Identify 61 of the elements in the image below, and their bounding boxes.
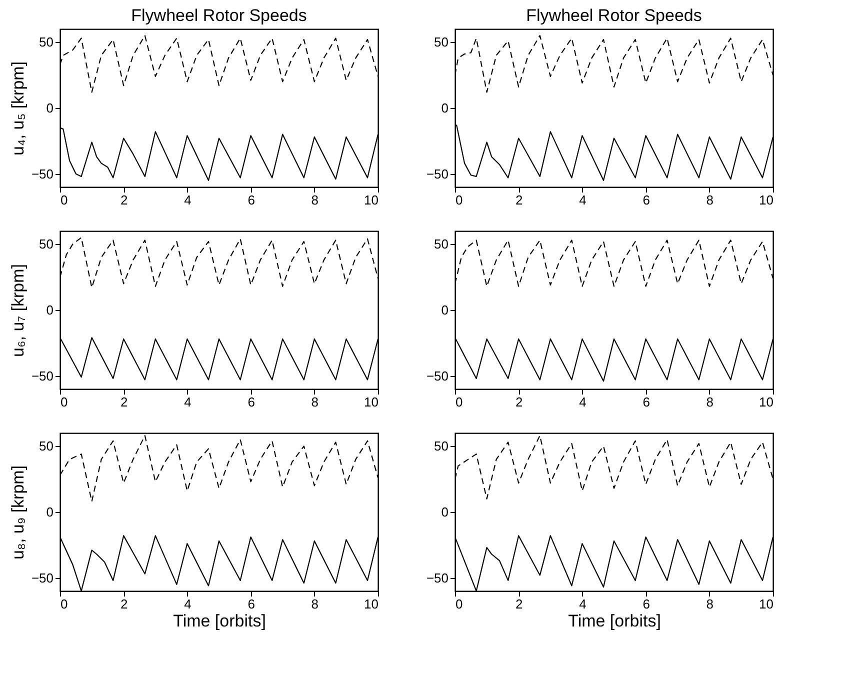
x-tick-label: 8 — [311, 394, 319, 410]
x-tick-label: 0 — [60, 192, 68, 208]
x-tick-label: 10 — [364, 394, 378, 410]
y-tick-label: 0 — [46, 504, 54, 520]
x-tick-label: 6 — [248, 394, 255, 410]
x-tick-label: 8 — [706, 394, 714, 410]
x-axis-title: Time [orbits] — [173, 612, 266, 630]
x-tick-label: 8 — [311, 596, 319, 612]
y-tick-label: −50 — [31, 166, 54, 182]
x-tick-label: 8 — [706, 192, 714, 208]
x-tick-label: 4 — [184, 596, 192, 612]
y-tick-label: 50 — [434, 34, 448, 50]
y-tick-label: −50 — [426, 570, 448, 586]
x-tick-label: 2 — [120, 192, 128, 208]
x-tick-label: 6 — [248, 192, 255, 208]
x-tick-label: 6 — [642, 596, 650, 612]
x-tick-label: 10 — [759, 192, 774, 208]
x-tick-label: 0 — [456, 394, 463, 410]
y-axis-title: u₈, u₉ [krpm] — [8, 465, 28, 560]
y-tick-label: −50 — [31, 570, 54, 586]
y-tick-label: 50 — [434, 236, 448, 252]
x-tick-label: 0 — [456, 192, 463, 208]
y-tick-label: −50 — [426, 166, 448, 182]
x-tick-label: 2 — [120, 596, 128, 612]
y-tick-label: −50 — [426, 368, 448, 384]
x-tick-label: 6 — [642, 394, 650, 410]
y-tick-label: 0 — [46, 302, 54, 318]
x-tick-label: 10 — [364, 192, 378, 208]
y-axis-title: u₆, u₇ [krpm] — [8, 264, 28, 358]
x-tick-label: 2 — [120, 394, 128, 410]
x-tick-label: 4 — [579, 394, 586, 410]
y-tick-label: 50 — [39, 236, 54, 252]
x-tick-label: 2 — [515, 394, 523, 410]
y-tick-label: 50 — [39, 34, 54, 50]
x-tick-label: 2 — [515, 192, 523, 208]
y-axis-title: u₄, u₅ [krpm] — [8, 61, 28, 156]
y-tick-label: 0 — [441, 100, 448, 116]
chart-title: Flywheel Rotor Speeds — [131, 6, 307, 25]
x-tick-label: 10 — [759, 394, 774, 410]
y-tick-label: 0 — [441, 302, 448, 318]
x-tick-label: 0 — [60, 394, 68, 410]
chart-title: Flywheel Rotor Speeds — [526, 6, 702, 25]
x-tick-label: 0 — [456, 596, 463, 612]
x-tick-label: 8 — [706, 596, 714, 612]
x-tick-label: 4 — [184, 394, 192, 410]
x-tick-label: 4 — [579, 192, 586, 208]
x-tick-label: 10 — [364, 596, 378, 612]
x-tick-label: 6 — [642, 192, 650, 208]
x-axis-title: Time [orbits] — [568, 612, 661, 630]
y-tick-label: 50 — [39, 438, 54, 454]
y-tick-label: 50 — [434, 438, 448, 454]
y-tick-label: −50 — [31, 368, 54, 384]
x-tick-label: 10 — [759, 596, 774, 612]
x-tick-label: 4 — [184, 192, 192, 208]
x-tick-label: 8 — [311, 192, 319, 208]
x-tick-label: 2 — [515, 596, 523, 612]
x-tick-label: 4 — [579, 596, 586, 612]
x-tick-label: 6 — [248, 596, 255, 612]
y-tick-label: 0 — [46, 100, 54, 116]
y-tick-label: 0 — [441, 504, 448, 520]
x-tick-label: 0 — [60, 596, 68, 612]
